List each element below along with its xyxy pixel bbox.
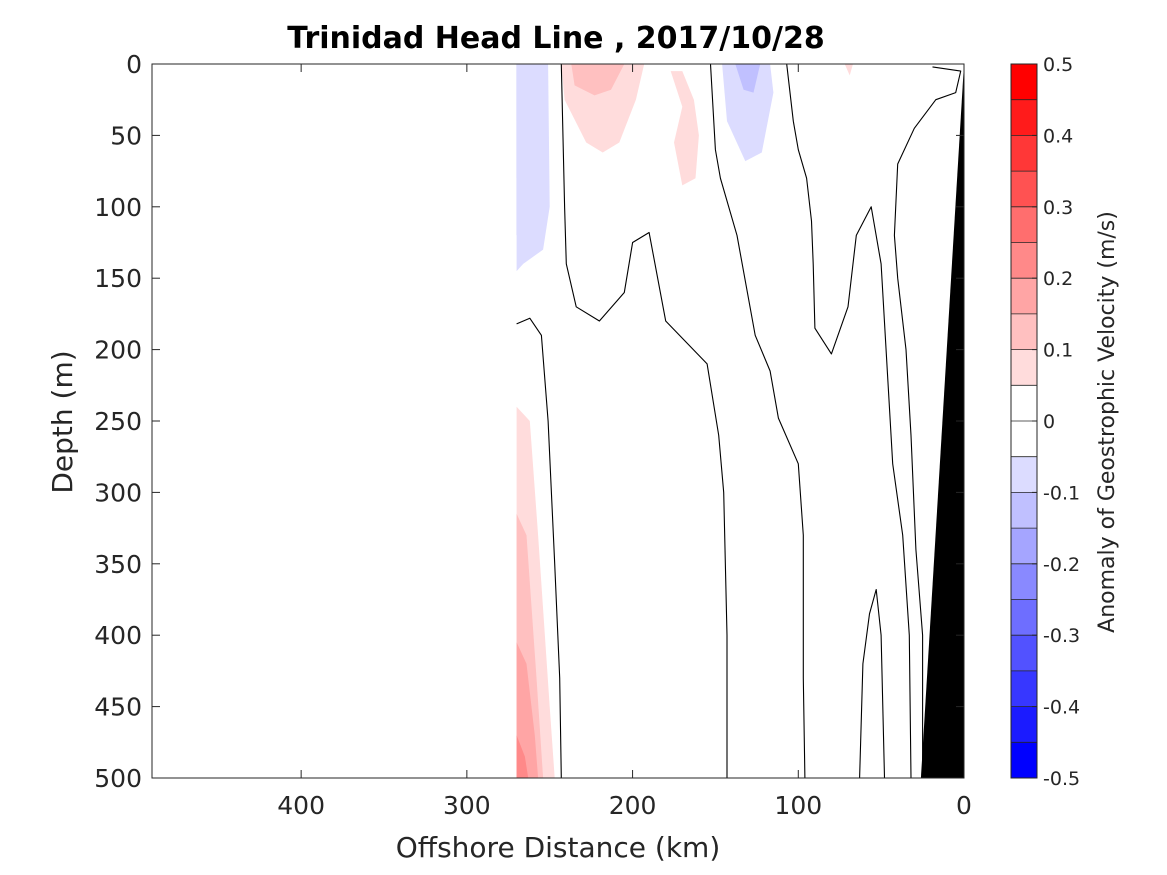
- positive-eddy-170-region: [670, 71, 699, 186]
- colorbar-level: [1011, 278, 1037, 315]
- colorbar-tick-label: -0.1: [1043, 482, 1080, 504]
- colorbar-level: [1011, 563, 1037, 600]
- colorbar-level: [1011, 135, 1037, 172]
- y-tick-label: 200: [94, 336, 142, 365]
- colorbar-tick-label: -0.3: [1043, 625, 1080, 647]
- colorbar-level: [1011, 313, 1037, 351]
- positive-eddy-70-region: [844, 64, 853, 76]
- plot-background: [152, 64, 964, 778]
- colorbar-tick-label: 0.4: [1043, 125, 1073, 147]
- y-tick-label: 150: [94, 264, 142, 293]
- zero-contour-line: [893, 66, 962, 778]
- y-tick-label: 100: [94, 193, 142, 222]
- positive-eddy-225-region: [571, 64, 625, 96]
- x-tick-label: 100: [774, 791, 822, 820]
- colorbar-label: Anomaly of Geostrophic Velocity (m/s): [1095, 211, 1120, 633]
- colorbar-level: [1011, 742, 1037, 779]
- zero-contour-line: [786, 64, 912, 778]
- colorbar-tick-label: -0.4: [1043, 697, 1080, 719]
- colorbar-level: [1011, 99, 1037, 136]
- y-tick-label: 450: [94, 693, 142, 722]
- colorbar-level: [1011, 171, 1037, 208]
- nearshore-jet-negative-region: [516, 64, 550, 272]
- x-tick-label: 200: [609, 791, 657, 820]
- zero-contour-line: [709, 64, 806, 778]
- axes: 400 300 200 100 0 0 50 100 150 200 250 300 350 400 450…: [94, 50, 972, 820]
- y-tick-label: 250: [94, 407, 142, 436]
- colorbar-tick-label: 0.3: [1043, 197, 1073, 219]
- y-tick-label: 350: [94, 550, 142, 579]
- y-tick-label: 0: [126, 50, 142, 79]
- colorbar-tick-label: 0.2: [1043, 268, 1073, 290]
- negative-eddy-130-region: [735, 64, 761, 93]
- x-tick-label: 400: [277, 791, 325, 820]
- y-tick-label: 400: [94, 621, 142, 650]
- colorbar-level: [1011, 670, 1037, 708]
- seafloor-bathymetry: [920, 64, 964, 778]
- colorbar-tick-label: 0.5: [1043, 54, 1073, 76]
- y-tick-label: 500: [94, 764, 142, 793]
- colorbar-level: [1011, 206, 1037, 243]
- colorbar-tick-label: -0.5: [1043, 768, 1080, 790]
- colorbar-level: [1011, 528, 1037, 565]
- colorbar-tick-label: 0: [1043, 411, 1055, 433]
- y-tick-label: 50: [110, 121, 142, 150]
- plot-area: [152, 64, 964, 778]
- y-axis-label: Depth (m): [46, 350, 79, 493]
- colorbar-level: [1011, 421, 1037, 458]
- zero-contour-line: [516, 317, 562, 778]
- negative-eddy-130-region: [722, 64, 774, 162]
- colorbar-level: [1011, 456, 1037, 493]
- zero-contour-line: [859, 588, 886, 778]
- colorbar-level: [1011, 599, 1037, 636]
- colorbar-level: [1011, 706, 1037, 743]
- colorbar-tick-label: -0.2: [1043, 554, 1080, 576]
- colorbar-level: [1011, 64, 1037, 101]
- deep-positive-flow-region: [516, 642, 539, 778]
- colorbar-level: [1011, 242, 1037, 279]
- x-tick-label: 0: [956, 791, 972, 820]
- deep-positive-flow-region: [516, 735, 529, 778]
- colorbar-level: [1011, 492, 1037, 529]
- colorbar-level: [1011, 635, 1037, 672]
- x-tick-label: 300: [443, 791, 491, 820]
- chart-title: Trinidad Head Line , 2017/10/28: [287, 21, 824, 56]
- zero-contour-line: [560, 64, 728, 778]
- x-axis-label: Offshore Distance (km): [396, 831, 721, 864]
- colorbar-level: [1011, 385, 1037, 422]
- colorbar-tick-label: 0.1: [1043, 340, 1073, 362]
- y-tick-label: 300: [94, 478, 142, 507]
- colorbar-level: [1011, 349, 1037, 386]
- contour-field: [152, 64, 964, 778]
- colorbar: 0.5 0.4 0.3 0.2 0.1 0 -0.1 -0.2 -0.3 -0.4 -0.5: [1010, 54, 1080, 790]
